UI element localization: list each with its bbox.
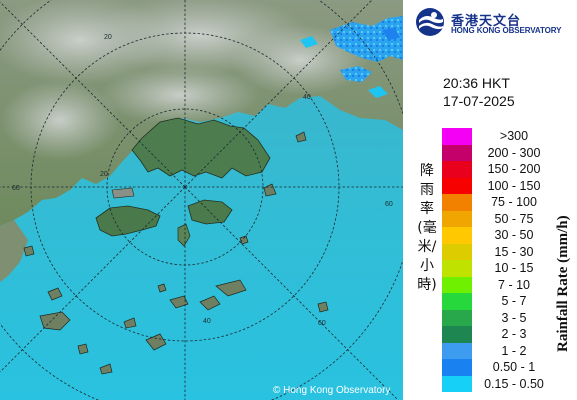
legend-swatch: [442, 326, 472, 343]
observation-date: 17-07-2025: [443, 93, 515, 109]
legend-swatch: [442, 144, 472, 161]
observation-time: 20:36 HKT: [443, 75, 510, 91]
legend-label: 50 - 75: [494, 211, 534, 226]
copyright-notice: © Hong Kong Observatory: [273, 385, 391, 396]
legend-swatch: [442, 227, 472, 244]
legend-swatch: [442, 210, 472, 227]
legend-label: 3 - 5: [501, 310, 527, 325]
radar-map-canvas: 20 40 60 60 20 40 60: [0, 0, 403, 400]
legend-title-en: Rainfall Rate (mm/h): [555, 215, 571, 352]
legend-title-zh: 降雨率(毫米/小時): [417, 163, 437, 293]
legend-label: 75 - 100: [491, 195, 537, 209]
legend-swatch: [442, 243, 472, 260]
legend-label: 10 - 15: [494, 261, 534, 275]
legend-label: 100 - 150: [487, 178, 541, 193]
legend-label: 0.50 - 1: [492, 360, 536, 374]
legend-label: 200 - 300: [487, 145, 541, 160]
radial-lines: [0, 0, 403, 400]
legend-swatch: [442, 128, 472, 145]
ring-label-right-60: 60: [385, 201, 393, 208]
ring-label-left-60: 60: [12, 185, 20, 192]
legend-label: >300: [499, 129, 529, 143]
legend-swatch: [442, 293, 472, 310]
agency-name-en: HONG KONG OBSERVATORY: [451, 26, 562, 35]
legend-label: 7 - 10: [498, 277, 530, 292]
hong-kong-territory: [131, 117, 271, 179]
hko-logo-icon: [416, 8, 444, 36]
west-coast-landmass: [0, 220, 28, 282]
legend-swatch: [442, 161, 472, 178]
ring-label-top-right-40: 40: [303, 94, 311, 101]
legend-label: 15 - 30: [494, 244, 534, 259]
rain-echoes: [300, 16, 403, 98]
cloud-cover: [0, 0, 370, 160]
hong-kong-island: [187, 199, 233, 225]
legend-label: 30 - 50: [494, 228, 534, 242]
legend-label: 150 - 200: [487, 162, 541, 176]
agency-name-zh: 香港天文台: [451, 14, 522, 29]
legend-label: 5 - 7: [501, 294, 527, 308]
legend-label: 2 - 3: [501, 327, 527, 341]
legend-swatch: [442, 342, 472, 359]
legend-swatch: [442, 359, 472, 376]
ring-label-bottom-right-60: 60: [318, 320, 326, 327]
agency-logo[interactable]: 香港天文台 HONG KONG OBSERVATORY: [415, 4, 575, 40]
legend-label: 1 - 2: [501, 343, 527, 358]
legend-label: 0.15 - 0.50: [484, 376, 544, 391]
ring-label-bottom-40: 40: [203, 318, 211, 325]
legend-swatch: [442, 375, 472, 392]
legend-panel: 香港天文台 HONG KONG OBSERVATORY 20:36 HKT 17…: [403, 0, 577, 400]
radar-map[interactable]: 20 40 60 60 20 40 60 © Hong Kong Observa…: [0, 0, 403, 400]
legend-labels: >300 200 - 300 150 - 200 100 - 150 75 - 100 5…: [479, 128, 549, 392]
legend-swatch: [442, 309, 472, 326]
ring-label-left-20: 20: [100, 171, 108, 178]
ring-label-top-left-60: 20: [104, 34, 112, 41]
airport-island: [111, 187, 135, 199]
legend-swatch: [442, 276, 472, 293]
legend-color-bar: [442, 128, 472, 392]
legend-swatch: [442, 260, 472, 277]
legend-swatch: [442, 177, 472, 194]
legend-swatch: [442, 194, 472, 211]
